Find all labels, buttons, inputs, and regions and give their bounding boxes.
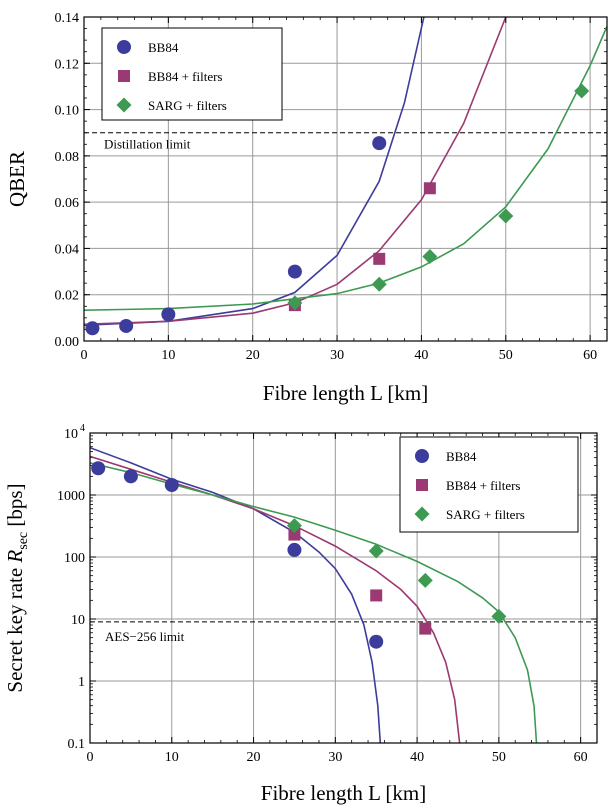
data-point-square bbox=[419, 622, 432, 635]
data-point-diamond bbox=[498, 208, 514, 224]
y-axis-label-subscript: sec bbox=[16, 532, 31, 550]
legend-box bbox=[399, 436, 579, 533]
x-tick-label: 40 bbox=[414, 348, 428, 363]
data-point-circle bbox=[123, 469, 138, 484]
x-axis-label: Fibre length L [km] bbox=[263, 381, 428, 405]
y-tick-label: 0.10 bbox=[55, 104, 80, 119]
data-point-diamond bbox=[491, 608, 507, 624]
reference-line-label: AES−256 limit bbox=[105, 629, 185, 644]
x-tick-label: 40 bbox=[410, 750, 424, 765]
data-point-square bbox=[370, 589, 383, 602]
y-axis-label: QBER bbox=[5, 151, 29, 207]
plot-frame bbox=[89, 432, 598, 744]
fit-curve-sarg-filters bbox=[84, 25, 607, 311]
data-point-circle bbox=[287, 542, 302, 557]
data-point-square bbox=[423, 182, 436, 195]
legend-marker-square bbox=[118, 70, 130, 82]
x-tick-label: 60 bbox=[574, 750, 588, 765]
legend-marker-circle bbox=[117, 40, 131, 54]
y-tick-label: 10 bbox=[71, 613, 85, 628]
x-tick-label: 0 bbox=[81, 348, 88, 363]
major-ticks bbox=[89, 432, 597, 744]
x-tick-label: 0 bbox=[87, 750, 94, 765]
x-tick-label: 20 bbox=[247, 750, 261, 765]
data-point-diamond bbox=[574, 83, 590, 99]
data-point-diamond bbox=[368, 543, 384, 559]
plot-frame bbox=[83, 16, 608, 342]
x-tick-label: 10 bbox=[165, 750, 179, 765]
legend-marker-circle bbox=[415, 449, 429, 463]
y-axis-label: Secret key rate Rsec [bps] bbox=[3, 483, 31, 692]
legend: BB84 BB84 + filters SARG + filters bbox=[399, 436, 579, 533]
fit-curve-sarg-filters bbox=[90, 462, 538, 743]
reference-line-label: Distillation limit bbox=[104, 137, 191, 152]
major-ticks bbox=[83, 16, 607, 342]
y-axis-label-unit: [bps] bbox=[3, 483, 27, 531]
qber-plot: Distillation limit 0 10 20 30 40 50 60 0.00 0.02 0… bbox=[5, 11, 608, 405]
data-point-circle bbox=[369, 634, 384, 649]
x-axis-label: Fibre length L [km] bbox=[261, 781, 426, 805]
x-tick-label: 50 bbox=[499, 348, 513, 363]
legend-label: BB84 bbox=[446, 449, 477, 464]
y-tick-label: 10 bbox=[64, 427, 78, 442]
x-tick-label: 30 bbox=[330, 348, 344, 363]
y-tick-label: 0.08 bbox=[55, 150, 80, 165]
y-tick-label: 100 bbox=[64, 551, 85, 566]
y-tick-label: 0.00 bbox=[55, 335, 80, 350]
legend-box bbox=[101, 27, 283, 121]
y-tick-label: 1 bbox=[78, 675, 85, 690]
data-point-square bbox=[288, 528, 301, 541]
legend-label: SARG + filters bbox=[148, 98, 227, 113]
x-tick-label: 30 bbox=[328, 750, 342, 765]
data-point-square bbox=[373, 252, 386, 265]
data-point-diamond bbox=[371, 276, 387, 292]
data-point-circle bbox=[161, 307, 176, 322]
data-point-diamond bbox=[417, 572, 433, 588]
grid bbox=[83, 16, 607, 342]
y-tick-label: 1000 bbox=[57, 489, 85, 504]
x-tick-label: 10 bbox=[161, 348, 175, 363]
data-point-circle bbox=[119, 318, 134, 333]
y-tick-label: 0.1 bbox=[68, 737, 86, 752]
fit-curve-bb84 bbox=[90, 446, 382, 743]
legend-label: BB84 + filters bbox=[446, 478, 521, 493]
y-tick-label: 0.14 bbox=[55, 11, 80, 26]
legend-marker-square bbox=[416, 479, 428, 491]
legend-label: SARG + filters bbox=[446, 507, 525, 522]
data-point-circle bbox=[85, 321, 100, 336]
key-rate-plot: AES−256 limit 0 10 20 30 40 50 60 0.1 1 10 100 1000 1… bbox=[3, 423, 598, 805]
y-tick-label: 0.02 bbox=[55, 289, 80, 304]
legend-label: BB84 + filters bbox=[148, 69, 223, 84]
y-tick-label: 0.04 bbox=[55, 242, 80, 257]
y-tick-label: 0.06 bbox=[55, 196, 80, 211]
y-axis-label-text: Secret key rate bbox=[3, 563, 27, 693]
data-point-diamond bbox=[287, 295, 303, 311]
data-point-circle bbox=[287, 264, 302, 279]
y-axis-label-symbol: R bbox=[3, 550, 27, 564]
data-point-circle bbox=[164, 477, 179, 492]
legend-marker-diamond bbox=[116, 97, 132, 113]
legend-marker-diamond bbox=[414, 506, 430, 522]
legend-label: BB84 bbox=[148, 40, 179, 55]
data-point-circle bbox=[91, 461, 106, 476]
y-tick-label: 0.12 bbox=[55, 57, 80, 72]
legend: BB84 BB84 + filters SARG + filters bbox=[101, 27, 283, 121]
x-tick-label: 60 bbox=[583, 348, 597, 363]
x-tick-label: 50 bbox=[492, 750, 506, 765]
data-point-diamond bbox=[422, 249, 438, 265]
x-tick-label: 20 bbox=[246, 348, 260, 363]
y-tick-exponent: 4 bbox=[80, 423, 85, 434]
data-point-circle bbox=[372, 136, 387, 151]
fit-curve-bb84-filters bbox=[84, 17, 507, 326]
data-point-diamond bbox=[286, 518, 302, 534]
